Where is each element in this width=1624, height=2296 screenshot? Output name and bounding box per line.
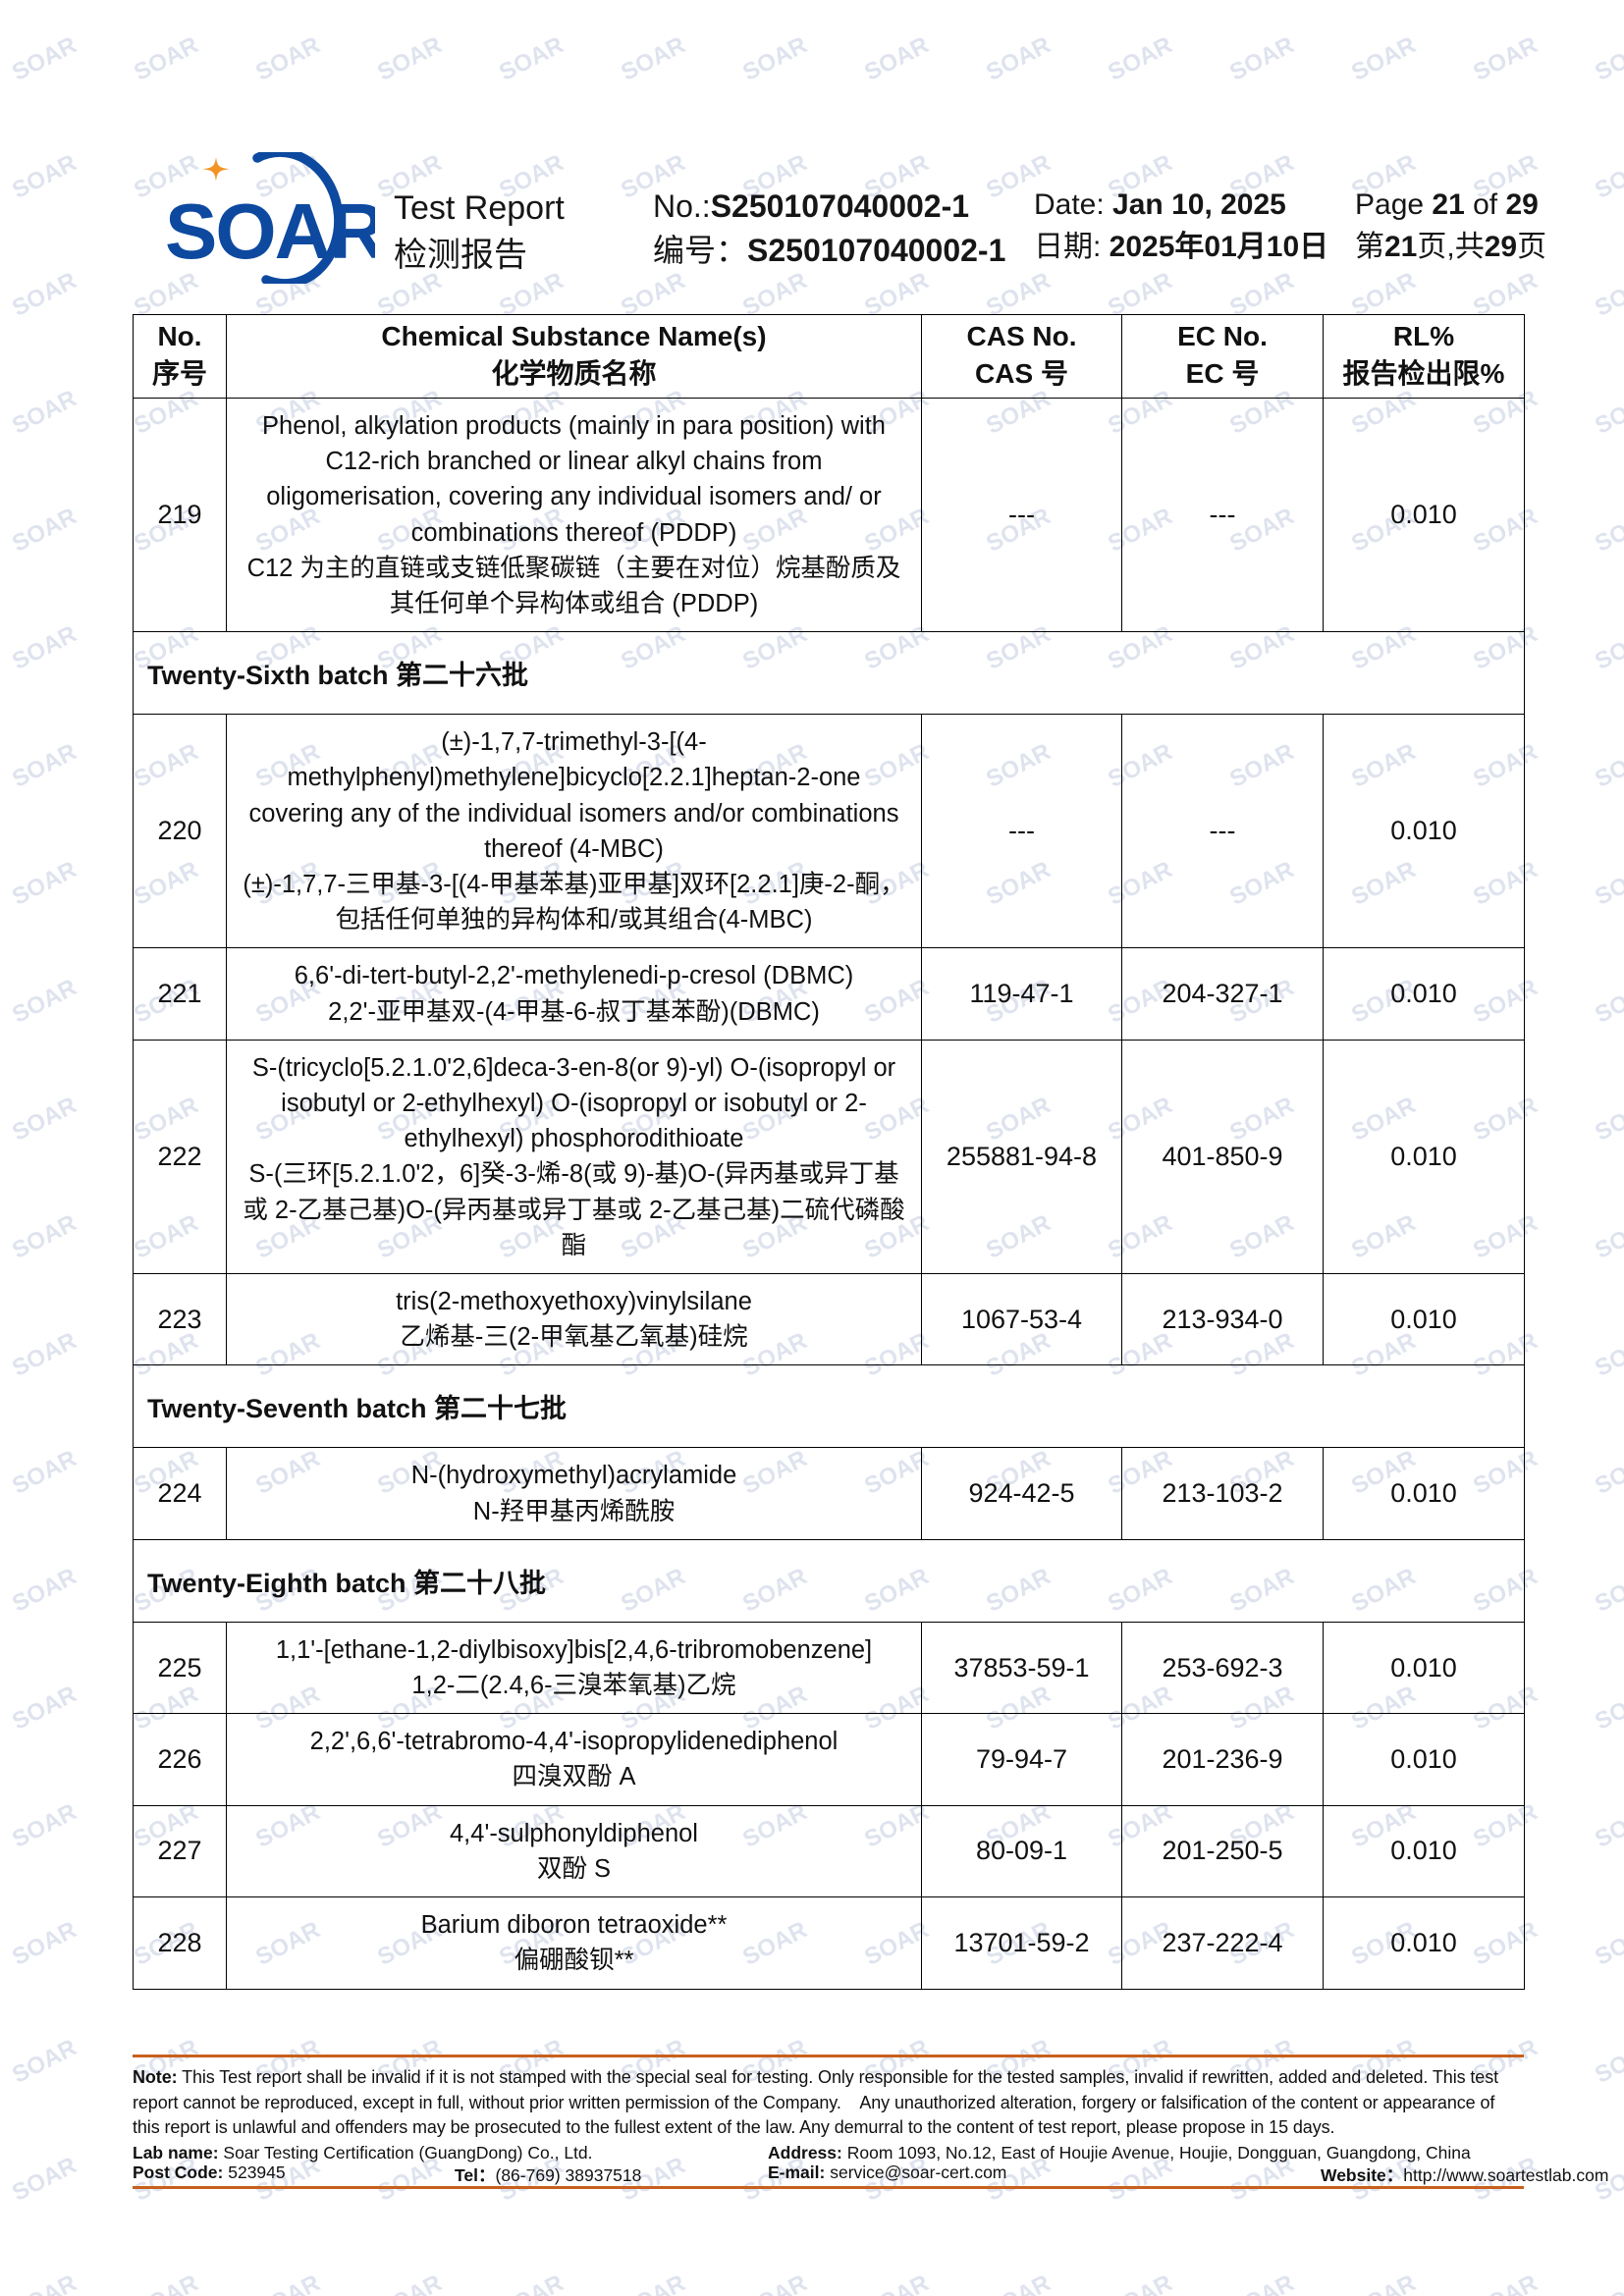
svg-text:SOAR: SOAR	[165, 187, 375, 275]
